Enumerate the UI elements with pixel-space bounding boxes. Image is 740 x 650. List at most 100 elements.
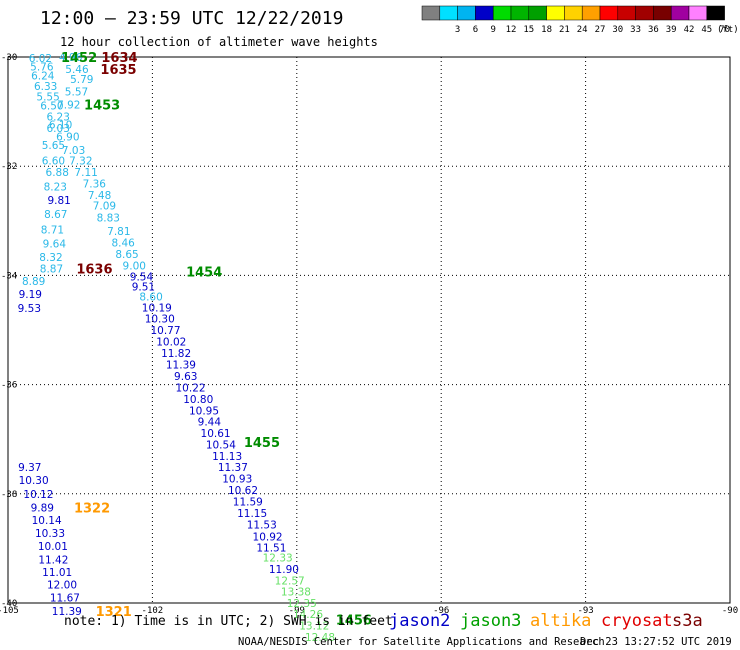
x-tick-label: -93: [577, 606, 593, 616]
x-tick-label: -96: [433, 606, 449, 616]
scale-swatch: [635, 5, 654, 21]
generated-timestamp: Dec 23 13:27:52 UTC 2019: [580, 636, 732, 648]
wave-height-label: 13.38: [281, 587, 311, 599]
scale-tick-label: 33: [630, 25, 641, 35]
wave-height-label: 10.33: [35, 528, 65, 540]
scale-swatch: [581, 5, 601, 21]
wave-height-label: 10.54: [206, 440, 236, 452]
map-title: 12:00 — 23:59 UTC 12/22/2019: [40, 8, 343, 29]
scale-tick-label: 27: [595, 25, 606, 35]
wave-height-label: 10.61: [201, 428, 231, 440]
wave-height-label: 11.01: [42, 567, 72, 579]
wave-height-label: 10.77: [150, 325, 180, 337]
wave-height-label: 7.92: [57, 100, 80, 112]
wave-height-label: 6.50: [40, 101, 63, 113]
wave-height-label: 6.02: [29, 53, 52, 65]
wave-height-label: 10.93: [222, 474, 252, 486]
map-frame: [7, 56, 731, 604]
wave-height-label: 8.32: [39, 252, 62, 264]
map-subtitle: 12 hour collection of altimeter wave hei…: [60, 35, 378, 49]
wave-height-label: 14.26: [293, 609, 323, 621]
x-tick-label: -102: [142, 606, 164, 616]
wave-height-observations: 6.025.766.246.335.556.506.236.106.03 5.65…: [18, 52, 335, 644]
scale-swatch: [564, 5, 583, 21]
wave-height-label: 10.19: [142, 303, 172, 315]
wave-height-label: 9.54: [130, 271, 154, 283]
wave-height-label: 7.09: [93, 201, 116, 213]
pass-time-label: 1455: [244, 436, 280, 451]
wave-height-label: 11.39: [52, 606, 82, 618]
wave-height-label: 5.46: [65, 64, 89, 76]
wave-height-label: 11.53: [247, 519, 277, 531]
scale-swatch: [475, 5, 494, 21]
scale-swatch: [617, 5, 636, 21]
wave-height-label: 6.33: [34, 81, 57, 93]
scale-unit-label: (ft): [717, 25, 739, 35]
wave-height-label: 11.37: [218, 462, 248, 474]
pass-time-label: 1456: [336, 613, 372, 628]
wave-height-label: 9.63: [174, 371, 197, 383]
wave-height-label: 11.90: [269, 564, 299, 576]
wave-height-label: 7.32: [69, 156, 92, 168]
wave-height-label: 9.00: [123, 261, 146, 273]
y-tick-label: -40: [1, 599, 17, 609]
wave-height-label: 4.96: [59, 52, 83, 64]
wave-height-label: 8.46: [111, 238, 135, 250]
map-grid: [8, 57, 730, 603]
wave-height-label: 8.83: [97, 213, 120, 225]
wave-height-label: 12.48: [305, 632, 335, 644]
wave-height-label: 9.81: [47, 195, 70, 207]
wave-height-label: 8.67: [44, 209, 67, 221]
wave-height-label: 6.60: [42, 156, 65, 168]
wave-height-label: 10.92: [253, 531, 283, 543]
scale-tick-label: 42: [684, 25, 695, 35]
wave-height-label: 11.67: [50, 593, 80, 605]
scale-swatch: [670, 5, 690, 21]
wave-height-label: 5.79: [70, 74, 93, 86]
y-tick-label: -34: [1, 271, 17, 281]
y-tick-label: -38: [1, 490, 17, 500]
y-tick-label: -32: [1, 162, 17, 172]
wave-height-label: 9.44: [198, 417, 222, 429]
wave-height-label: 10.14: [32, 515, 62, 527]
wave-height-label: 7.11: [74, 167, 97, 179]
pass-time-label: 1453: [84, 99, 120, 114]
scale-tick-label: 24: [577, 25, 588, 35]
legend-s3a: s3a: [672, 611, 703, 631]
scale-tick-label: 39: [666, 25, 677, 35]
wave-height-label: 10.95: [189, 405, 219, 417]
wave-height-label: 10.30: [145, 314, 175, 326]
y-tick-label: -30: [1, 53, 17, 63]
scale-swatch: [528, 5, 547, 21]
wave-height-label: 12.33: [263, 553, 293, 565]
wave-height-label: 5.55: [36, 91, 59, 103]
wave-height-label: 9.53: [18, 303, 41, 315]
credit-text: NOAA/NESDIS Center for Satellite Applica…: [238, 636, 605, 648]
satellite-legend: jason2 jason3 altika cryosat s3a: [389, 611, 703, 631]
x-tick-label: -90: [722, 606, 738, 616]
legend-jason3: jason3: [460, 611, 521, 631]
wave-height-label: 6.03: [47, 123, 70, 135]
wave-height-label: 7.03: [62, 145, 85, 157]
wave-height-label: 6.23: [47, 112, 70, 124]
scale-swatch: [599, 5, 619, 21]
wave-height-label: 6.90: [56, 132, 79, 144]
scale-tick-label: 18: [541, 25, 552, 35]
wave-height-label: 6.88: [46, 167, 69, 179]
wave-height-label: 7.36: [83, 179, 107, 191]
wave-height-label: 12.57: [275, 576, 305, 588]
scale-swatch: [653, 5, 672, 21]
wave-height-label: 9.51: [132, 281, 155, 293]
scale-tick-label: 36: [648, 25, 659, 35]
legend-jason2: jason2: [389, 611, 450, 631]
scale-swatch: [421, 5, 441, 21]
x-tick-label: -105: [0, 606, 19, 616]
scale-swatch: [688, 5, 708, 21]
scale-swatch: [439, 5, 458, 21]
wave-height-label: 8.87: [40, 263, 63, 275]
wave-height-label: 10.02: [156, 336, 186, 348]
wave-height-label: 13.12: [299, 620, 329, 632]
wave-height-label: 7.48: [88, 190, 111, 202]
scale-tick-label: 30: [612, 25, 623, 35]
